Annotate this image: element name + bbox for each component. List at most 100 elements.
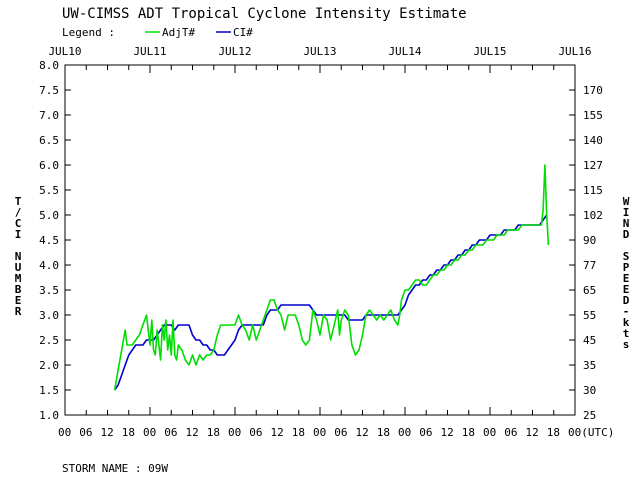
x-date-label: JUL11 — [133, 45, 166, 58]
axis-label-char: D — [623, 228, 630, 241]
y2-tick-label: 35 — [583, 359, 596, 372]
x-tick-label: 00 — [228, 426, 241, 439]
y2-tick-label: 25 — [583, 409, 596, 422]
axis-label-char: I — [15, 228, 22, 241]
x-tick-label: 18 — [547, 426, 560, 439]
y-tick-label: 8.0 — [39, 59, 59, 72]
x-tick-label: 06 — [249, 426, 262, 439]
x-tick-label: 18 — [292, 426, 305, 439]
y-tick-label: 4.0 — [39, 259, 59, 272]
y2-tick-label: 102 — [583, 209, 603, 222]
x-tick-label: 12 — [101, 426, 114, 439]
x-tick-label: 00 — [143, 426, 156, 439]
y-tick-label: 1.5 — [39, 384, 59, 397]
plot-frame — [64, 64, 576, 416]
y-tick-label: 2.5 — [39, 334, 59, 347]
y2-tick-label: 30 — [583, 384, 596, 397]
axis-label-char: M — [15, 272, 22, 285]
legend-entry-adjt: AdjT# — [162, 26, 195, 39]
axis-label-char: - — [623, 305, 630, 318]
x-tick-label: 06 — [334, 426, 347, 439]
x-tick-label: 06 — [164, 426, 177, 439]
y2-tick-label: 45 — [583, 334, 596, 347]
x-date-labels: JUL10 JUL11 JUL12 JUL13 JUL14 JUL15 JUL16 — [48, 45, 591, 58]
x-tick-label: 12 — [271, 426, 284, 439]
y2-tick-label: 77 — [583, 259, 596, 272]
axis-label-char: s — [623, 338, 630, 351]
y2-tick-label: 90 — [583, 234, 596, 247]
x-tick-label: 06 — [504, 426, 517, 439]
axis-label-char: / — [15, 206, 22, 219]
x-tick-label: 18 — [207, 426, 220, 439]
x-tick-label: 18 — [377, 426, 390, 439]
x-hour-labels: 00 06 12 18 00 06 12 18 00 06 12 18 00 06 12 18 00 06 12 18… — [58, 426, 614, 439]
x-tick-label: 12 — [441, 426, 454, 439]
series-layer — [113, 164, 550, 391]
series-line-ci — [113, 214, 548, 391]
axis-label-char: k — [623, 316, 630, 329]
axis-label-char: U — [15, 261, 22, 274]
axis-label-char: E — [15, 294, 22, 307]
x-tick-label: 00 — [58, 426, 71, 439]
axis-ticks — [64, 64, 576, 416]
x-tick-label: 00 — [313, 426, 326, 439]
series-line-adjt — [113, 164, 550, 391]
axis-label-char: B — [15, 283, 22, 296]
x-tick-label: 00 — [483, 426, 496, 439]
x-date-label: JUL13 — [303, 45, 336, 58]
y-tick-labels: 1.0 1.5 2.0 2.5 3.0 3.5 4.0 4.5 5.0 5.5 6.0 6.5 7.0 7… — [39, 59, 59, 422]
y-tick-label: 7.0 — [39, 109, 59, 122]
x-tick-label: 06 — [419, 426, 432, 439]
x-date-label: JUL15 — [473, 45, 506, 58]
y-tick-label: 4.5 — [39, 234, 59, 247]
x-date-label: JUL12 — [218, 45, 251, 58]
x-tick-label: 12 — [526, 426, 539, 439]
x-tick-label: 06 — [79, 426, 92, 439]
axis-label-char: R — [15, 305, 22, 318]
axis-label-char: T — [15, 195, 22, 208]
x-date-label: JUL14 — [388, 45, 421, 58]
y2-tick-label: 55 — [583, 309, 596, 322]
chart-title: UW-CIMSS ADT Tropical Cyclone Intensity … — [62, 6, 467, 22]
y2-tick-label: 65 — [583, 284, 596, 297]
axis-label-char: E — [623, 283, 630, 296]
storm-name: STORM NAME : 09W — [62, 462, 168, 475]
y-tick-label: 5.5 — [39, 184, 59, 197]
axis-label-char: N — [15, 250, 22, 263]
axis-label-char: t — [623, 327, 630, 340]
y-tick-label: 5.0 — [39, 209, 59, 222]
y2-tick-label: 170 — [583, 84, 603, 97]
legend-label: Legend : — [62, 26, 115, 39]
y-tick-label: 3.5 — [39, 284, 59, 297]
axis-label-char: E — [623, 272, 630, 285]
y2-tick-label: 127 — [583, 159, 603, 172]
y-tick-label: 3.0 — [39, 309, 59, 322]
axis-label-char: I — [623, 206, 630, 219]
x-tick-label: 18 — [122, 426, 135, 439]
y2-tick-label: 155 — [583, 109, 603, 122]
axis-label-char: S — [623, 250, 630, 263]
x-tick-label: 12 — [186, 426, 199, 439]
x-date-label: JUL16 — [558, 45, 591, 58]
y-tick-label: 7.5 — [39, 84, 59, 97]
y-tick-label: 2.0 — [39, 359, 59, 372]
axis-label-char: P — [623, 261, 630, 274]
x-tick-label: 00 — [398, 426, 411, 439]
y2-tick-label: 140 — [583, 134, 603, 147]
y2-tick-labels: 25 30 35 45 55 65 77 90 102 115 127 140 155 170 — [583, 84, 603, 422]
x-tick-label: 00(UTC) — [568, 426, 614, 439]
axis-label-char: D — [623, 294, 630, 307]
y2-tick-label: 115 — [583, 184, 603, 197]
x-tick-label: 12 — [356, 426, 369, 439]
axis-label-char: N — [623, 217, 630, 230]
axis-label-char: W — [623, 195, 630, 208]
x-tick-label: 18 — [462, 426, 475, 439]
axis-label-char: C — [15, 217, 22, 230]
x-date-label: JUL10 — [48, 45, 81, 58]
y-tick-label: 6.5 — [39, 134, 59, 147]
legend-entry-ci: CI# — [233, 26, 253, 39]
y-tick-label: 6.0 — [39, 159, 59, 172]
